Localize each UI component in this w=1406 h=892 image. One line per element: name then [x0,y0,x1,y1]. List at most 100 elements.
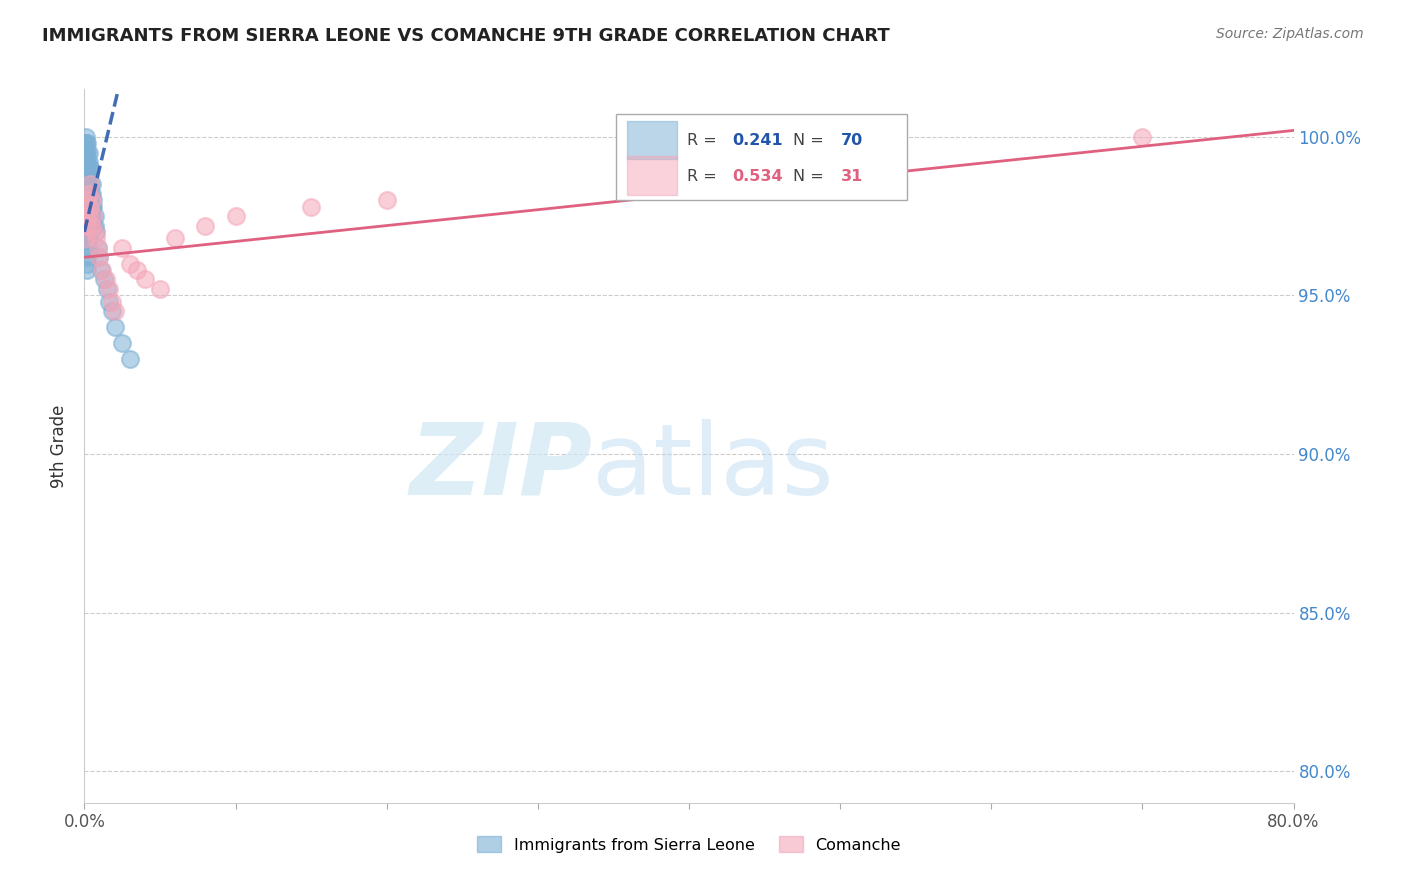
Point [75,143,97,157]
Point [375,193,398,207]
Point [97,282,120,296]
Point [75,161,97,176]
Point [75,225,97,239]
Point [76,257,98,271]
Point [94,272,117,286]
Point [73,136,96,150]
Point [76,263,98,277]
Point [82,219,104,233]
Point [86,225,108,239]
Point [77,200,100,214]
Point [76,200,98,214]
Text: N =: N = [793,169,828,184]
Point [82,193,104,207]
Point [77,161,100,176]
FancyBboxPatch shape [627,156,676,194]
Point [76,186,98,201]
Point [96,282,118,296]
Text: 0.241: 0.241 [733,133,783,148]
Text: 0.534: 0.534 [733,169,783,184]
Point [87,241,110,255]
Text: R =: R = [686,169,721,184]
Point [77,155,100,169]
Point [77,186,100,201]
Point [75,184,97,198]
Point [111,335,134,350]
Point [82,200,104,214]
Point [79,219,101,233]
Text: Source: ZipAtlas.com: Source: ZipAtlas.com [1216,27,1364,41]
Point [80,209,103,223]
Point [75,129,97,144]
Legend: Immigrants from Sierra Leone, Comanche: Immigrants from Sierra Leone, Comanche [471,830,907,859]
Point [149,282,172,296]
Point [77,225,100,239]
Point [79,209,101,223]
Text: IMMIGRANTS FROM SIERRA LEONE VS COMANCHE 9TH GRADE CORRELATION CHART: IMMIGRANTS FROM SIERRA LEONE VS COMANCHE… [42,27,890,45]
Point [79,161,101,176]
Point [79,178,101,192]
Point [73,145,96,160]
Point [76,231,98,245]
Point [76,168,98,182]
Text: 31: 31 [841,169,863,184]
Point [77,219,100,233]
Point [194,219,217,233]
FancyBboxPatch shape [627,120,676,159]
Point [76,136,98,150]
Point [77,209,100,223]
Point [118,351,141,366]
Point [77,241,100,255]
Point [90,263,112,277]
Point [77,178,100,192]
Point [76,193,98,207]
Point [75,155,97,169]
Text: atlas: atlas [592,419,834,516]
Point [76,193,98,207]
Point [84,219,107,233]
Point [91,263,114,277]
Text: ZIP: ZIP [409,419,592,516]
Point [76,241,98,255]
Point [75,209,97,223]
Point [80,193,103,207]
Point [77,209,100,223]
Point [76,145,98,160]
Point [93,272,115,286]
Point [111,241,134,255]
Point [100,294,122,309]
Point [75,136,97,150]
Point [80,219,103,233]
Point [104,304,127,318]
Point [86,231,108,245]
Point [80,200,103,214]
Point [75,200,97,214]
Point [97,294,120,309]
Point [79,178,101,192]
Text: 70: 70 [841,133,863,148]
Point [79,186,101,201]
Point [84,209,107,223]
Point [80,178,103,192]
Point [77,145,100,160]
Point [75,209,97,223]
Point [75,178,97,192]
FancyBboxPatch shape [616,114,907,200]
Point [165,231,187,245]
Point [104,320,127,334]
Point [75,168,97,182]
Point [77,231,100,245]
Point [75,219,97,233]
Point [76,225,98,239]
Point [80,186,103,201]
Point [118,257,141,271]
Point [89,250,111,264]
Point [134,272,156,286]
Point [79,200,101,214]
Point [76,161,98,176]
Point [76,178,98,192]
Y-axis label: 9th Grade: 9th Grade [51,404,69,488]
Point [100,304,122,318]
Point [89,250,111,264]
Point [127,263,149,277]
